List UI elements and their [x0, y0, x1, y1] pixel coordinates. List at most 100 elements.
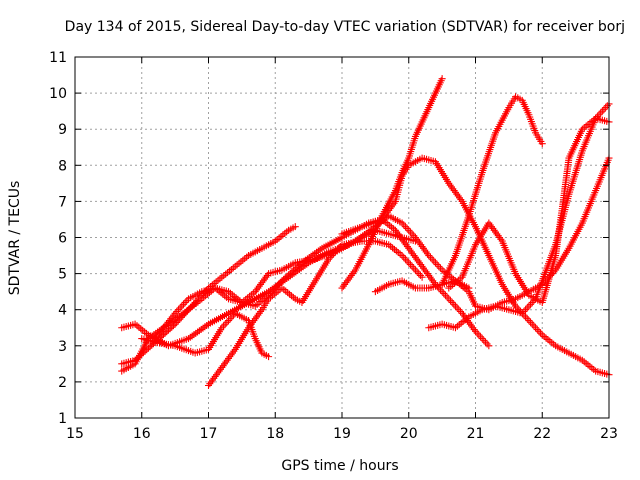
data-trace — [187, 289, 204, 302]
x-tick-label: 15 — [66, 426, 84, 442]
data-trace — [246, 308, 265, 330]
data-trace — [267, 267, 284, 277]
data-trace — [594, 368, 611, 378]
data-trace — [526, 113, 539, 135]
y-tick-label: 9 — [58, 122, 67, 138]
data-trace — [559, 156, 573, 210]
data-trace — [213, 285, 230, 295]
series-track-e — [151, 215, 493, 350]
data-trace — [554, 343, 571, 356]
data-trace — [380, 217, 397, 233]
data-trace — [133, 322, 151, 337]
data-trace — [405, 135, 419, 160]
data-trace — [399, 156, 412, 174]
y-tick-label: 4 — [58, 303, 67, 319]
data-trace — [120, 321, 137, 331]
data-trace — [260, 238, 277, 251]
data-trace — [459, 243, 479, 279]
data-trace — [233, 253, 251, 269]
data-trace — [352, 243, 372, 272]
data-trace — [465, 171, 486, 218]
x-tick-label: 22 — [533, 426, 551, 442]
data-trace — [566, 149, 586, 196]
data-trace — [339, 268, 358, 290]
data-trace — [507, 306, 524, 317]
data-trace — [153, 311, 178, 341]
y-tick-label: 11 — [49, 50, 67, 66]
data-trace — [539, 254, 559, 304]
data-trace — [259, 297, 271, 312]
y-tick-label: 2 — [58, 375, 67, 391]
y-tick-label: 8 — [58, 158, 67, 174]
data-trace — [280, 286, 297, 301]
data-trace — [200, 285, 217, 295]
data-trace — [387, 213, 404, 226]
data-trace — [499, 239, 519, 275]
data-trace — [313, 257, 331, 283]
y-tick-label: 3 — [58, 339, 67, 355]
series-track-h — [338, 154, 613, 379]
data-trace — [379, 199, 398, 222]
data-trace — [120, 361, 137, 374]
data-trace — [287, 224, 297, 233]
data-point — [265, 353, 273, 361]
data-point — [438, 75, 446, 83]
data-trace — [579, 189, 599, 225]
y-tick-label: 6 — [58, 231, 67, 247]
data-trace — [400, 221, 418, 240]
data-trace — [280, 260, 304, 283]
data-trace — [232, 326, 251, 351]
data-trace — [580, 358, 598, 374]
data-trace — [419, 264, 438, 287]
data-trace — [340, 223, 364, 237]
data-trace — [392, 171, 405, 192]
data-trace — [540, 333, 558, 348]
data-trace — [439, 254, 459, 286]
series-track-k — [438, 93, 546, 288]
x-tick-label: 18 — [266, 426, 284, 442]
data-trace — [400, 278, 417, 291]
data-trace — [533, 131, 545, 145]
data-trace — [407, 155, 424, 168]
data-trace — [432, 77, 445, 95]
data-trace — [186, 321, 211, 341]
data-trace — [426, 253, 444, 272]
y-tick-label: 5 — [58, 267, 67, 283]
data-trace — [400, 234, 417, 245]
y-tick-label: 1 — [58, 411, 67, 427]
data-trace — [519, 98, 532, 117]
data-trace — [486, 221, 505, 243]
x-tick-label: 16 — [133, 426, 151, 442]
series-track-d — [138, 309, 273, 361]
data-trace — [260, 350, 270, 359]
data-trace — [426, 91, 438, 109]
data-trace — [266, 279, 284, 297]
data-trace — [473, 221, 492, 247]
data-trace — [493, 106, 512, 135]
data-trace — [247, 246, 264, 258]
data-trace — [593, 102, 611, 121]
data-trace — [494, 303, 511, 313]
data-trace — [480, 303, 497, 313]
data-trace — [420, 155, 437, 165]
data-point — [418, 273, 426, 281]
x-tick-label: 19 — [333, 426, 351, 442]
x-axis-title: GPS time / hours — [281, 458, 398, 474]
data-trace — [452, 214, 472, 257]
data-trace — [552, 207, 566, 257]
data-trace — [253, 293, 271, 309]
data-trace — [220, 311, 238, 330]
data-trace — [240, 299, 257, 309]
data-trace — [399, 163, 411, 178]
data-trace — [320, 235, 344, 251]
chart-title: Day 134 of 2015, Sidereal Day-to-day VTE… — [65, 19, 625, 35]
data-trace — [207, 310, 231, 327]
data-trace — [374, 238, 390, 248]
data-trace — [300, 246, 324, 265]
data-trace — [406, 246, 425, 269]
data-trace — [326, 243, 344, 261]
data-series — [118, 75, 613, 390]
data-trace — [173, 343, 197, 356]
